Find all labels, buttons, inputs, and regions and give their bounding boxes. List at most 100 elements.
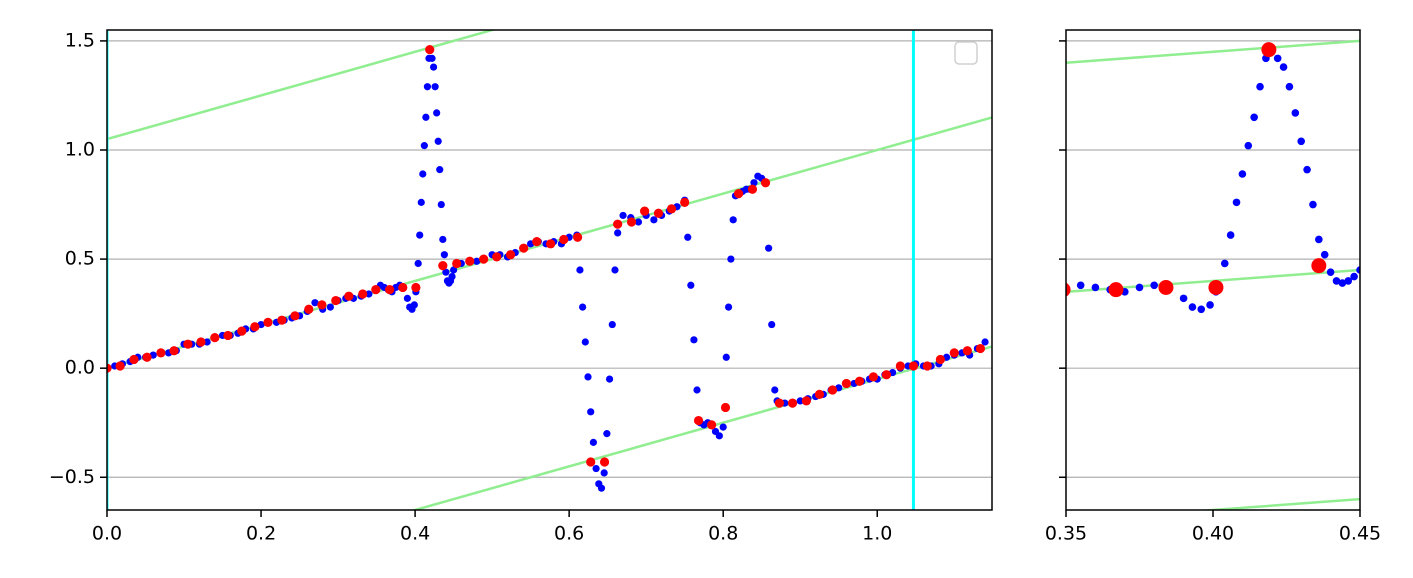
blue-point (798, 308, 806, 316)
red-point (922, 361, 932, 371)
red-point (411, 282, 421, 293)
blue-point (592, 325, 600, 333)
blue-point (1220, 259, 1229, 268)
red-point (331, 295, 341, 306)
blue-point (650, 216, 658, 224)
blue-point (587, 408, 595, 416)
blue-point (1285, 82, 1294, 91)
red-point (680, 197, 690, 207)
red-point (903, 293, 918, 308)
red-point (183, 339, 193, 349)
red-point (599, 457, 610, 467)
red-point (546, 239, 556, 249)
blue-point (576, 266, 584, 274)
blue-point (687, 281, 695, 289)
blue-point (1356, 266, 1360, 274)
blue-point (420, 142, 428, 150)
red-point (1311, 258, 1327, 274)
blue-point (1315, 235, 1323, 244)
blue-point (597, 484, 606, 492)
red-point (774, 398, 785, 408)
red-point (358, 289, 368, 299)
red-point (338, 337, 353, 352)
blue-point (765, 244, 773, 252)
blue-point (1250, 113, 1258, 122)
red-point (519, 243, 529, 253)
y-tick-label: 1.5 (65, 29, 95, 51)
red-point (586, 457, 596, 467)
red-point (388, 335, 403, 350)
red-point (787, 398, 798, 408)
blue-point (739, 314, 747, 322)
blue-point (1091, 283, 1100, 292)
blue-point (579, 303, 587, 311)
red-point (1261, 42, 1277, 58)
blue-point (445, 334, 453, 342)
blue-point (715, 432, 723, 440)
blue-point (434, 137, 442, 145)
red-point (142, 352, 152, 362)
blue-point (33, 364, 41, 372)
blue-point (210, 351, 218, 359)
red-point (653, 208, 664, 218)
blue-point (1291, 109, 1300, 117)
red-point (962, 346, 972, 356)
blue-point (750, 179, 758, 187)
red-point (385, 285, 395, 295)
blue-point (1320, 250, 1329, 259)
blue-point (581, 338, 589, 346)
blue-point (945, 295, 953, 303)
blue-point (365, 290, 373, 298)
red-point (666, 204, 677, 214)
y-tick-label: 1.0 (65, 139, 95, 161)
red-point (479, 254, 489, 264)
blue-point (327, 340, 335, 348)
blue-point (428, 54, 436, 62)
red-point (720, 402, 731, 413)
plot-area (107, 30, 992, 510)
red-point (129, 354, 139, 365)
reference-line (1066, 39, 1360, 64)
x-tick-label: 0.8 (708, 523, 738, 545)
blue-point (203, 338, 211, 346)
blue-point (709, 316, 717, 324)
red-point (1364, 256, 1379, 271)
red-point (613, 219, 623, 229)
blue-point (386, 340, 394, 348)
blue-point (651, 319, 659, 327)
red-point (814, 389, 825, 399)
blue-point (1273, 54, 1282, 63)
blue-point (886, 303, 894, 311)
blue-point (621, 321, 629, 329)
blue-point (440, 251, 448, 259)
red-point (107, 363, 112, 373)
red-point (733, 189, 744, 199)
red-point (250, 322, 260, 332)
blue-point (729, 216, 737, 224)
blue-point (719, 423, 727, 431)
x-tick-label: 0.45 (1339, 523, 1381, 545)
red-point (398, 282, 408, 293)
blue-point (442, 268, 450, 276)
red-point (465, 256, 475, 266)
red-point (707, 420, 717, 430)
blue-point (1256, 82, 1264, 91)
blue-point (634, 218, 643, 226)
blue-point (1197, 305, 1206, 314)
red-point (235, 345, 250, 360)
y-tick-label: 0.0 (65, 357, 95, 379)
red-point (800, 302, 815, 317)
red-point (1066, 282, 1071, 297)
x-tick-label: 0.6 (554, 523, 584, 545)
blue-point (1344, 277, 1353, 285)
blue-point (856, 305, 864, 313)
blue-point (473, 257, 481, 265)
blue-point (684, 233, 692, 241)
blue-point (1226, 231, 1235, 239)
blue-point (437, 200, 445, 209)
red-point (640, 206, 650, 216)
red-point (850, 297, 865, 312)
red-point (868, 372, 878, 382)
red-point (30, 361, 45, 376)
